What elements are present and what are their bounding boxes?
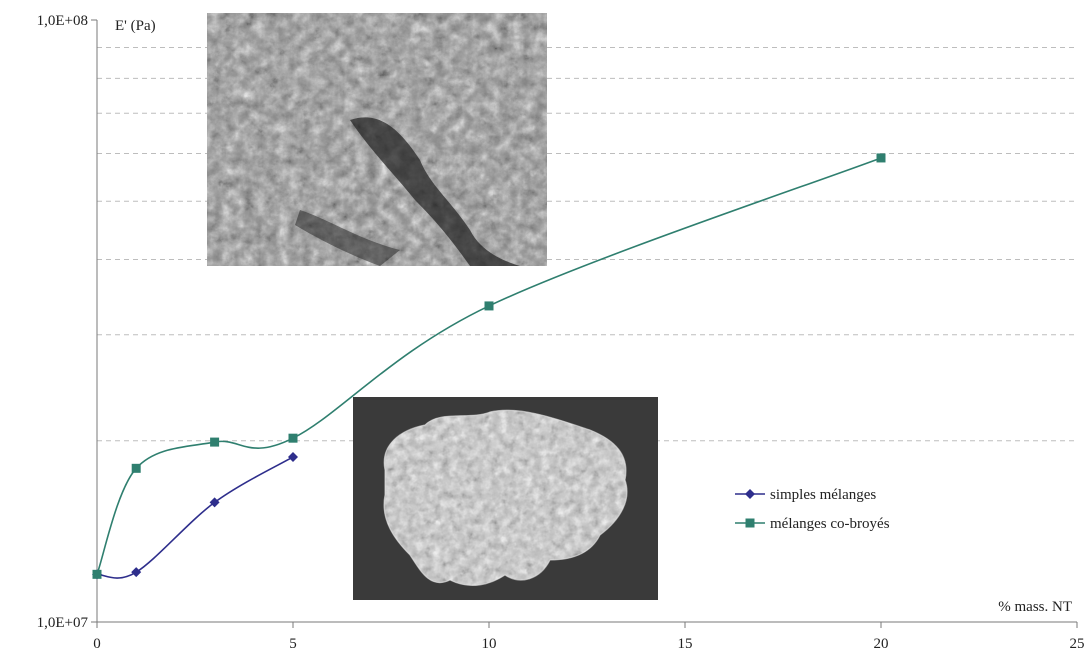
y-ticks: 1,0E+07 1,0E+08 — [37, 13, 97, 631]
series-line — [96, 456, 294, 579]
data-point — [484, 301, 494, 311]
data-point — [92, 569, 102, 579]
x-axis-title: % mass. NT — [998, 599, 1072, 615]
x-ticks: 0 5 10 15 20 25 — [93, 622, 1085, 652]
y-axis-title: E' (Pa) — [115, 18, 156, 34]
y-tick-label: 1,0E+08 — [37, 13, 88, 29]
x-tick-label: 10 — [482, 636, 497, 652]
legend-item: simples mélanges — [735, 487, 876, 503]
legend-label: mélanges co-broyés — [770, 516, 890, 532]
legend-item: mélanges co-broyés — [735, 516, 890, 532]
legend-marker — [745, 489, 755, 499]
axes — [96, 20, 1077, 623]
data-point — [209, 497, 220, 508]
x-tick-label: 5 — [289, 636, 297, 652]
data-point — [876, 153, 886, 163]
sem-micrograph-fibers — [207, 13, 547, 266]
data-point — [131, 567, 142, 578]
data-point — [131, 463, 141, 473]
x-tick-label: 0 — [93, 636, 101, 652]
x-tick-label: 20 — [874, 636, 889, 652]
legend: simples mélanges mélanges co-broyés — [735, 487, 890, 532]
data-point — [288, 451, 298, 462]
legend-marker — [745, 518, 755, 528]
data-point — [288, 433, 298, 443]
series-2 — [92, 153, 886, 579]
series-layer — [92, 153, 886, 580]
x-tick-label: 15 — [678, 636, 693, 652]
legend-label: simples mélanges — [770, 487, 876, 503]
x-tick-label: 25 — [1070, 636, 1085, 652]
y-tick-label: 1,0E+07 — [37, 615, 89, 631]
data-point — [210, 437, 220, 447]
sem-micrograph-particle — [353, 397, 658, 600]
